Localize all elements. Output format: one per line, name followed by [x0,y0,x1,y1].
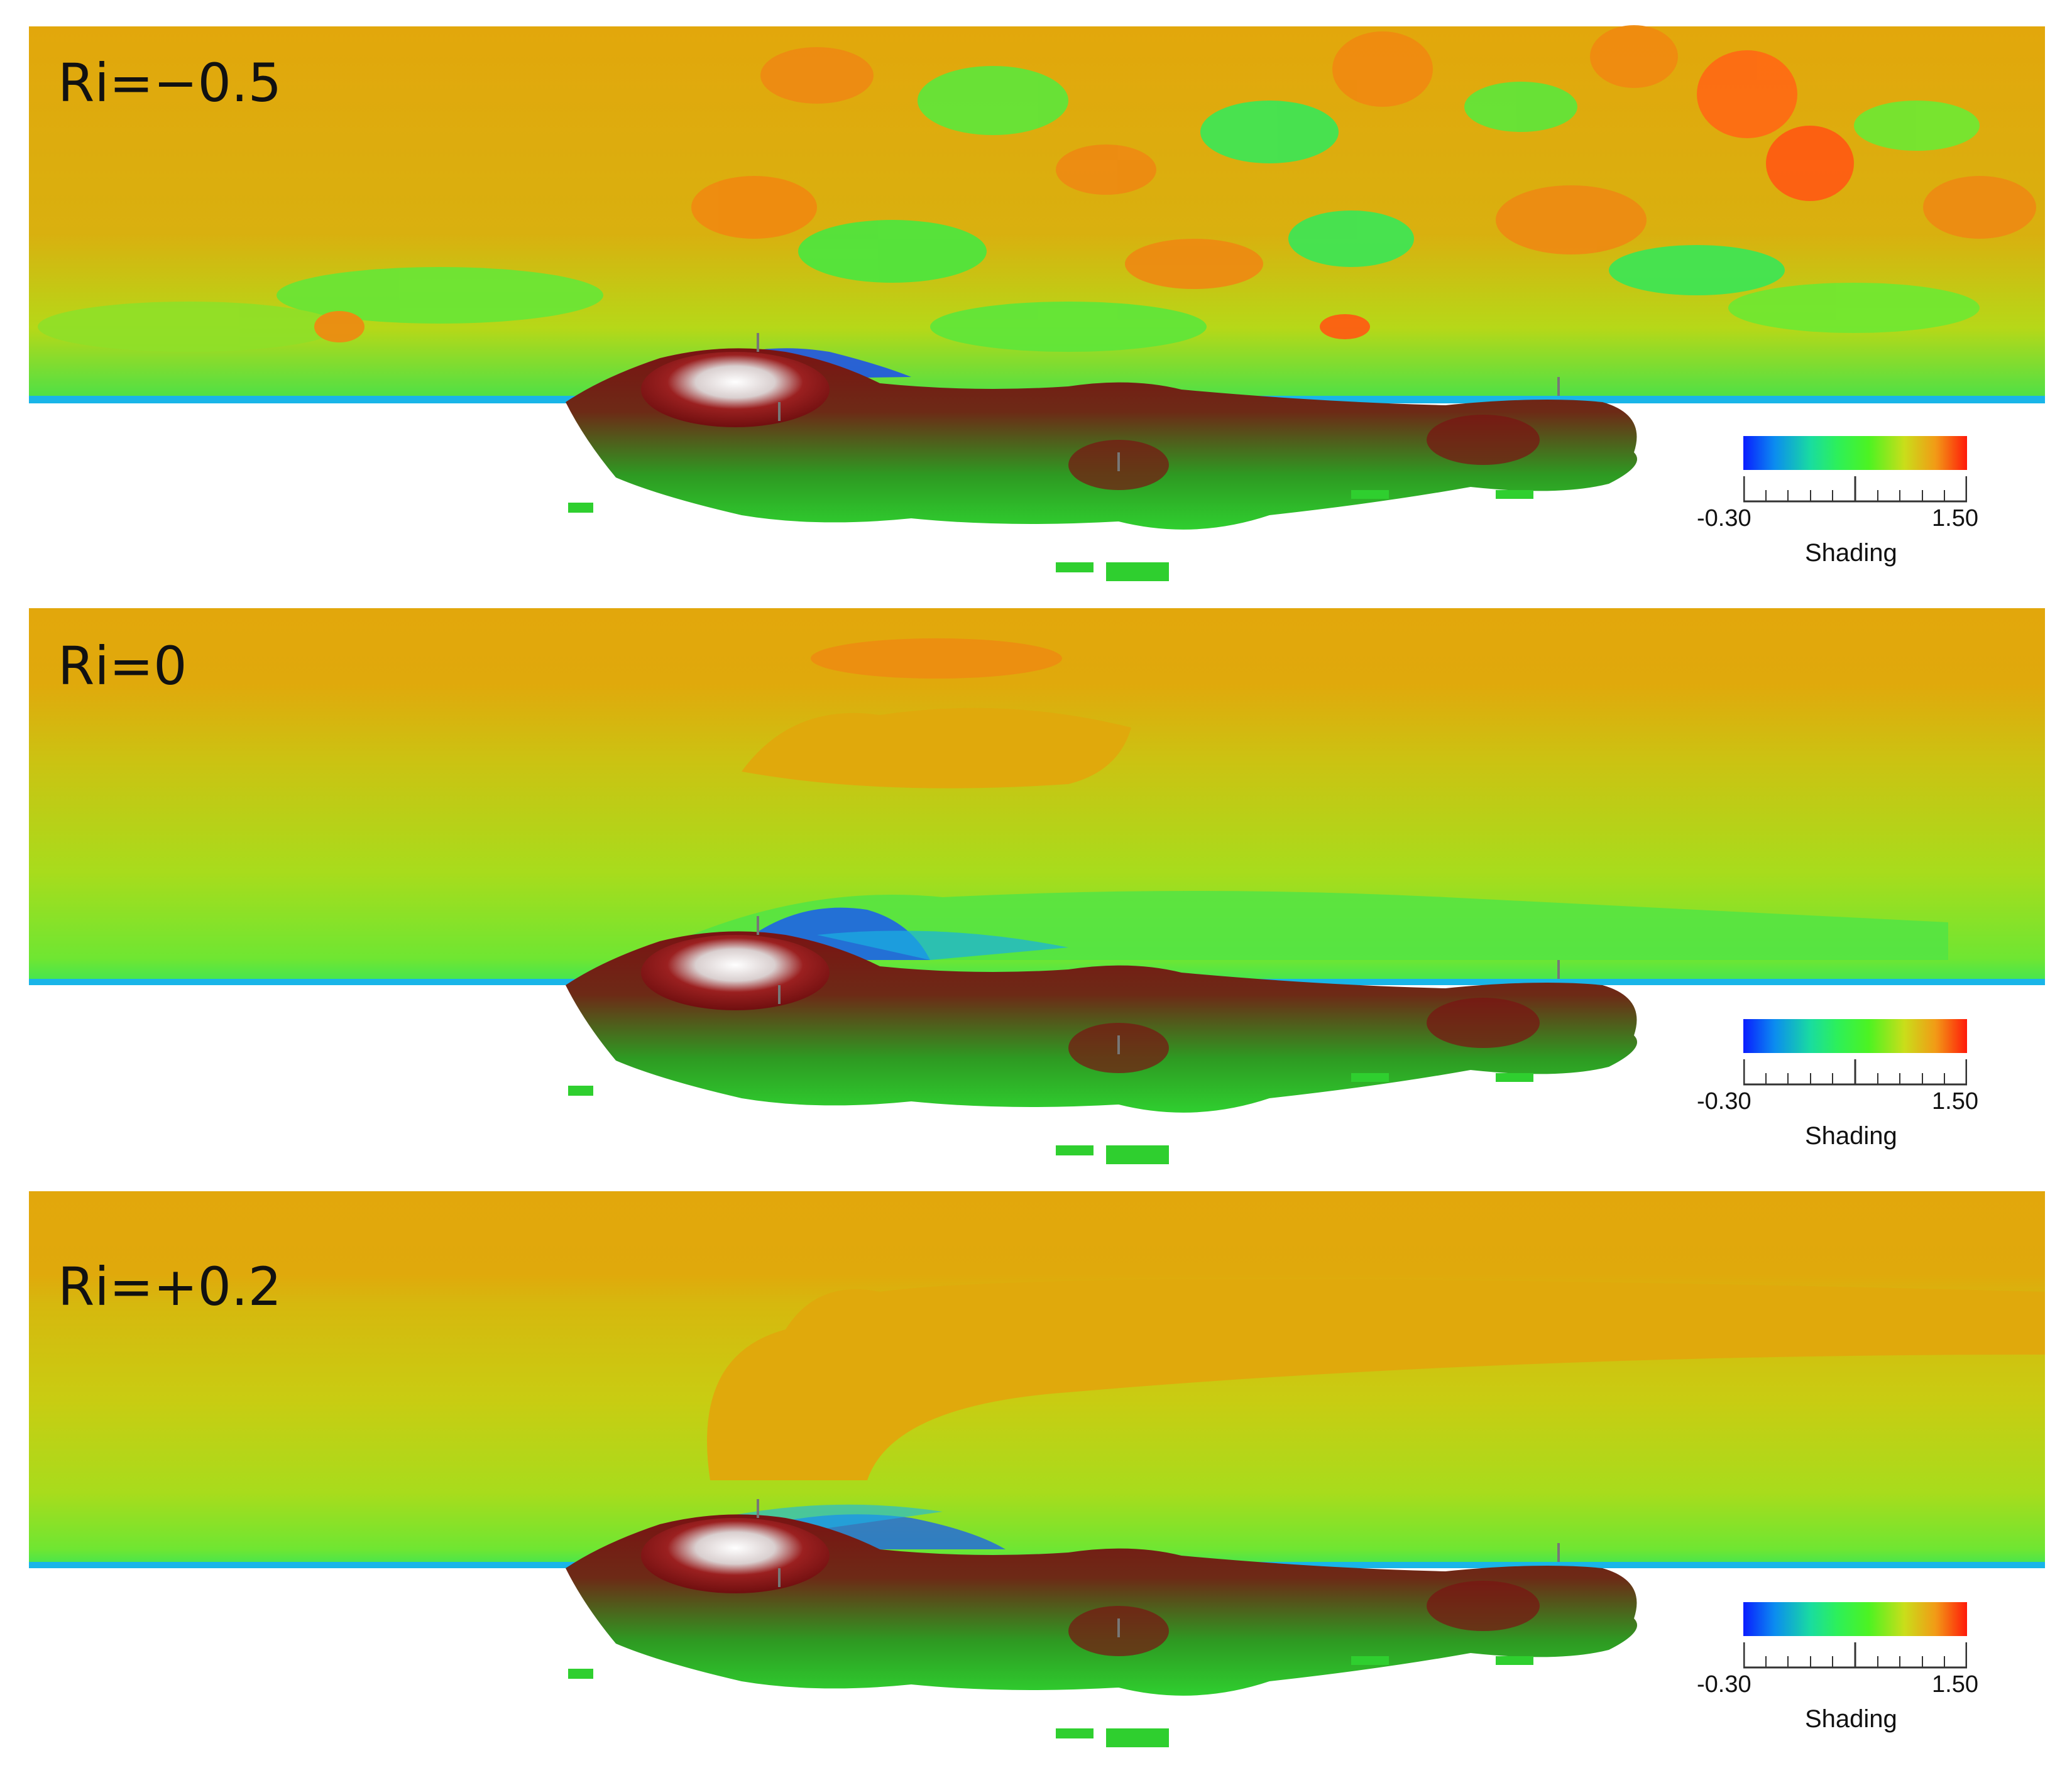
terrain-peak [641,352,830,427]
terrain-peak [641,1518,830,1593]
panel-ri-0: Ri=0 -0.30 1.50 Shading [0,583,2072,1172]
turbine-markers [757,1499,1560,1637]
panel-label: Ri=−0.5 [58,52,282,114]
panel-label: Ri=0 [58,635,187,697]
terrain-model [566,348,1637,581]
legend-title: Shading [1805,1705,1897,1733]
panel-label: Ri=+0.2 [58,1256,282,1318]
terrain-peak [641,935,830,1010]
legend-min: -0.30 [1697,1671,1751,1698]
legend-max: 1.50 [1932,505,1978,532]
legend-title: Shading [1805,1122,1897,1150]
flow-field-ri-0 [29,608,2045,1164]
legend-min: -0.30 [1697,1088,1751,1115]
flow-field-ri-pos02 [29,1191,2045,1747]
turbine-markers [757,333,1560,471]
color-legend: -0.30 1.50 Shading [1697,1602,1998,1747]
legend-min: -0.30 [1697,505,1751,532]
colorbar-ticks [1743,476,1967,503]
color-legend: -0.30 1.50 Shading [1697,1019,1998,1164]
panel-ri-pos02: Ri=+0.2 -0.30 1.50 Shading [0,1166,2072,1755]
legend-title: Shading [1805,539,1897,567]
panel-ri-neg05: Ri=−0.5 -0.30 1.50 Shading [0,0,2072,589]
turbulent-eddies [38,25,2036,352]
flow-field-ri-neg05 [29,25,2045,581]
colorbar [1743,436,1967,470]
color-legend: -0.30 1.50 Shading [1697,436,1998,581]
colorbar-ticks [1743,1059,1967,1086]
legend-max: 1.50 [1932,1671,1978,1698]
colorbar-ticks [1743,1642,1967,1669]
terrain-model [566,931,1637,1164]
legend-max: 1.50 [1932,1088,1978,1115]
colorbar [1743,1019,1967,1053]
colorbar [1743,1602,1967,1636]
turbine-markers [757,916,1560,1054]
